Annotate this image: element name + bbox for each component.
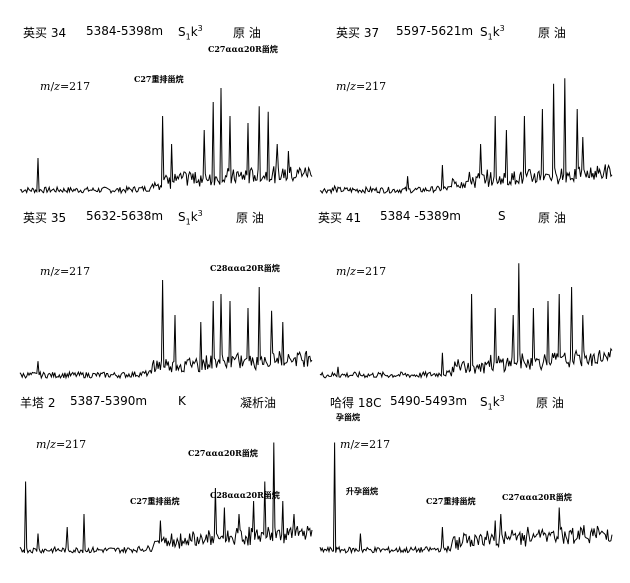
depth: 5597-5621m [396,24,474,38]
mz-label: m/z=217 [40,265,91,278]
annotation-c27-20r: C27ααα20R甾烷 [188,448,258,458]
mz-label: m/z=217 [336,265,387,278]
fluid-type: 原 油 [536,396,564,410]
chromatogram-panel-2: 英买 37 5597-5621m S1k3 原 油 m/z=217 [318,24,618,213]
formation: S1k3 [178,209,203,227]
chromatogram-trace-line [19,279,313,380]
annotation-c27-20r: C27ααα20R甾烷 [208,44,278,54]
well-name: 羊塔 2 [20,396,56,410]
well-name: 英买 41 [318,211,362,225]
trace-2 [319,78,613,195]
well-name: 英买 37 [336,26,380,40]
trace-5 [19,442,313,555]
depth: 5387-5390m [70,394,148,408]
chromatogram-trace-line [319,263,613,379]
fluid-type: 原 油 [233,26,261,40]
mz-label: m/z=217 [40,80,91,93]
depth: 5632-5638m [86,209,164,223]
chromatogram-panel-1: 英买 34 5384-5398m S1k3 原 油 m/z=217 C27重排甾… [18,24,318,213]
annotation-c27-rearranged: C27重排甾烷 [134,74,184,84]
annotation-pregnane: 孕甾烷 [336,412,360,422]
depth: 5384-5398m [86,24,164,38]
formation: K [178,394,186,408]
trace-3 [19,279,313,380]
annotation-homopregnane: 升孕甾烷 [346,486,378,496]
formation: S1k3 [178,24,203,42]
annotation-c27-rearranged: C27重排甾烷 [130,496,180,506]
depth: 5384 -5389m [380,209,461,223]
fluid-type: 原 油 [538,26,566,40]
trace-4 [319,263,613,379]
fluid-type: 原 油 [538,211,566,225]
trace-6 [319,442,613,555]
chromatogram-panel-5: 羊塔 2 5387-5390m K 凝析油 m/z=217 C27ααα20R甾… [18,394,318,583]
trace-1 [19,87,313,195]
formation: S [498,209,506,223]
annotation-c27-20r: C27ααα20R甾烷 [502,492,572,502]
chromatogram-panel-4: 英买 41 5384 -5389m S 原 油 m/z=217 [318,209,618,398]
chromatogram-trace-line [319,78,613,195]
annotation-c27-rearranged: C27重排甾烷 [426,496,476,506]
well-name: 英买 34 [23,26,67,40]
mz-label: m/z=217 [36,438,87,451]
well-name: 哈得 18C [330,396,382,410]
chromatogram-trace-line [19,442,313,555]
fluid-type: 原 油 [236,211,264,225]
mz-label: m/z=217 [340,438,391,451]
fluid-type: 凝析油 [240,396,277,410]
annotation-c28-20r: C28ααα20R甾烷 [210,490,280,500]
well-name: 英买 35 [23,211,67,225]
chromatogram-panel-3: 英买 35 5632-5638m S1k3 原 油 m/z=217 C28ααα… [18,209,318,398]
chromatogram-trace-line [319,442,613,555]
annotation-c28-20r: C28ααα20R甾烷 [210,263,280,273]
formation: S1k3 [480,394,505,412]
depth: 5490-5493m [390,394,468,408]
chromatogram-panel-6: 哈得 18C 5490-5493m S1k3 原 油 孕甾烷 m/z=217 升… [318,394,618,583]
chromatogram-trace-line [19,87,313,195]
mz-label: m/z=217 [336,80,387,93]
formation: S1k3 [480,24,505,42]
